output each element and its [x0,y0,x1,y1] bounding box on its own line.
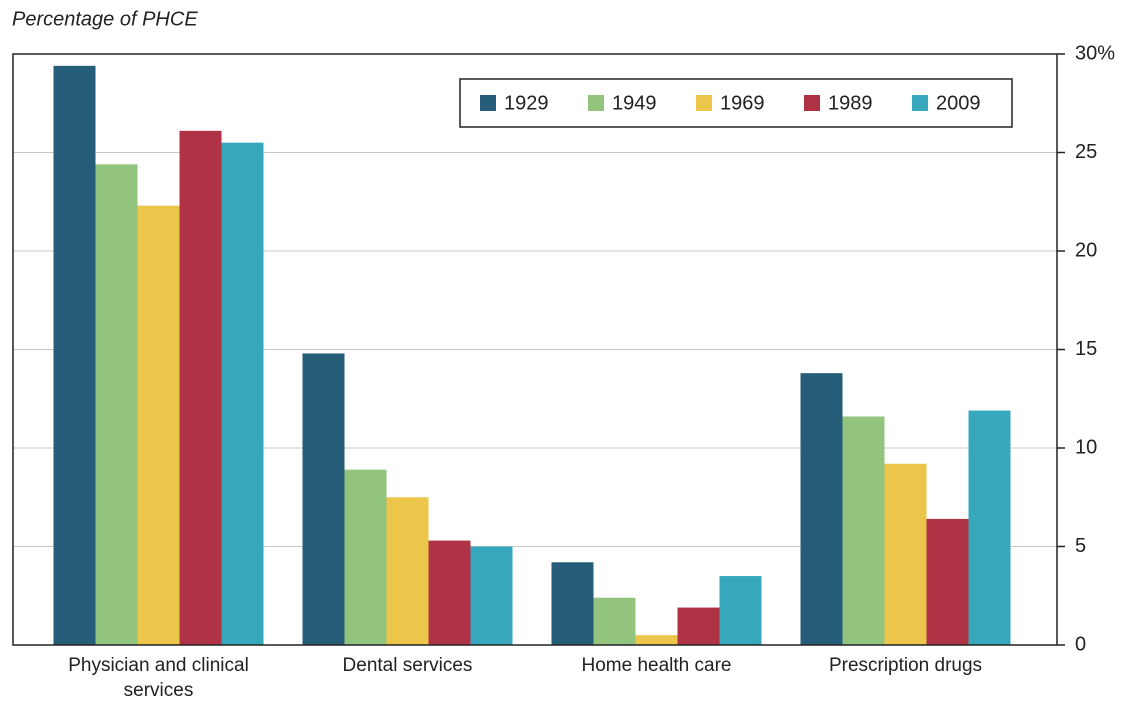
bar [635,635,678,645]
legend-swatch [588,95,604,111]
legend-swatch [696,95,712,111]
bar [551,562,594,645]
y-axis-label: Percentage of PHCE [12,8,198,30]
legend-label: 1969 [720,92,765,114]
y-tick-label: 30% [1075,42,1115,64]
bar [719,576,762,645]
y-tick-label: 25 [1075,141,1097,163]
bar [344,469,387,645]
legend-swatch [912,95,928,111]
bar [302,353,345,645]
bar [95,164,138,645]
bar [968,410,1011,645]
bar [842,416,885,645]
y-tick-label: 5 [1075,535,1086,557]
legend-label: 1949 [612,92,657,114]
bar [800,373,843,645]
x-tick-label: Physician and clinical services [68,655,249,701]
bar [179,130,222,645]
y-tick-label: 20 [1075,239,1097,261]
x-tick-label: Dental services [342,655,473,676]
x-tick-label: Home health care [581,655,732,676]
legend-swatch [804,95,820,111]
x-tick-label: Prescription drugs [828,655,983,676]
legend-label: 1989 [828,92,873,114]
legend-label: 1929 [504,92,549,114]
bar [593,597,636,645]
legend-label: 2009 [936,92,981,114]
bar [677,607,720,645]
legend-swatch [480,95,496,111]
bar [137,205,180,645]
y-tick-label: 15 [1075,338,1097,360]
bar [428,540,471,645]
bar [53,65,96,645]
bar [221,142,264,645]
y-tick-label: 10 [1075,436,1097,458]
bar [386,497,429,645]
y-tick-label: 0 [1075,633,1086,655]
plot-frame [12,53,1058,646]
bar [884,463,927,645]
bar [926,518,969,645]
bar [470,546,513,645]
